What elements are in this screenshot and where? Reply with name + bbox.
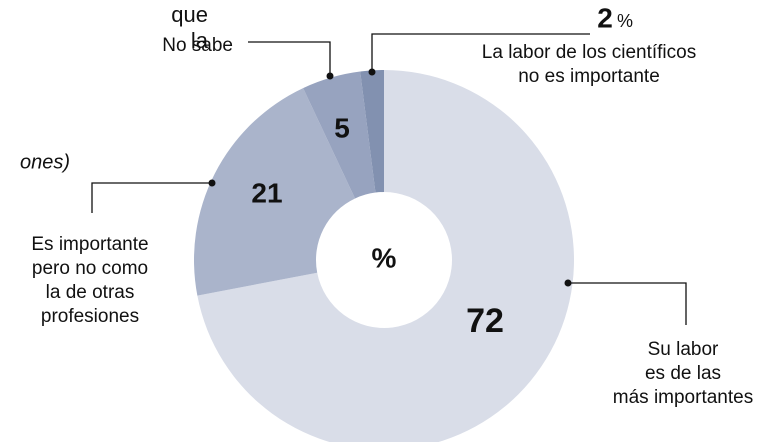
- category-label: Es importante: [31, 234, 148, 255]
- category-label: la de otras: [46, 282, 135, 303]
- cropped-text: que: [171, 2, 208, 27]
- value-label: 21: [251, 177, 282, 208]
- category-label: más importantes: [613, 387, 753, 408]
- donut-slice: [303, 71, 376, 199]
- category-label: profesiones: [41, 306, 139, 327]
- donut-slice: [194, 88, 356, 296]
- category-label: no es importante: [518, 66, 660, 87]
- donut: [194, 70, 574, 442]
- cropped-text: la: [191, 28, 209, 53]
- category-label: Su labor: [648, 339, 719, 360]
- leader-dot: [208, 179, 216, 187]
- leader-line: [248, 41, 331, 76]
- leader-dot: [326, 72, 334, 80]
- value-unit: %: [617, 11, 633, 31]
- center-unit: %: [372, 242, 397, 273]
- category-label: es de las: [645, 363, 721, 384]
- donut-slice: [360, 70, 384, 193]
- leader-line: [568, 282, 687, 325]
- leader-dot: [564, 279, 572, 287]
- value-label: 5: [334, 112, 350, 143]
- value-label: 2: [597, 2, 613, 33]
- donut-slice: [197, 70, 574, 442]
- leader-dot: [368, 68, 376, 76]
- category-label: pero no como: [32, 258, 148, 279]
- leader-line: [91, 182, 212, 213]
- category-label: No sabe: [162, 35, 233, 56]
- cropped-text: ones): [20, 151, 70, 173]
- leader-line: [371, 33, 590, 72]
- value-label: 72: [466, 302, 504, 340]
- category-label: La labor de los científicos: [482, 42, 696, 63]
